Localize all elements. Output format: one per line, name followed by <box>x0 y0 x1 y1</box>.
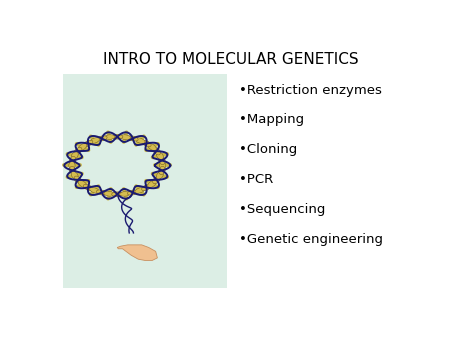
Text: •Genetic engineering: •Genetic engineering <box>239 233 383 246</box>
Ellipse shape <box>120 135 130 140</box>
Ellipse shape <box>156 171 163 179</box>
Ellipse shape <box>112 192 123 197</box>
Ellipse shape <box>135 188 145 193</box>
Text: •Restriction enzymes: •Restriction enzymes <box>239 83 382 97</box>
Ellipse shape <box>153 147 161 155</box>
Ellipse shape <box>69 166 76 175</box>
Ellipse shape <box>142 184 151 191</box>
Ellipse shape <box>127 190 138 195</box>
Ellipse shape <box>135 138 145 144</box>
Ellipse shape <box>71 171 78 179</box>
Text: •Cloning: •Cloning <box>239 143 297 156</box>
Ellipse shape <box>159 166 165 175</box>
Ellipse shape <box>153 176 161 184</box>
Ellipse shape <box>156 152 163 160</box>
Ellipse shape <box>96 136 107 141</box>
Ellipse shape <box>69 161 75 170</box>
Text: •Sequencing: •Sequencing <box>239 203 326 216</box>
Ellipse shape <box>148 143 156 150</box>
Ellipse shape <box>90 188 100 193</box>
Ellipse shape <box>104 135 115 140</box>
Ellipse shape <box>74 176 82 184</box>
Ellipse shape <box>71 152 78 160</box>
Ellipse shape <box>78 180 87 188</box>
Ellipse shape <box>90 138 100 144</box>
Ellipse shape <box>83 140 93 147</box>
Ellipse shape <box>104 191 115 196</box>
Bar <box>63 74 227 288</box>
Ellipse shape <box>74 147 82 155</box>
Ellipse shape <box>142 140 151 147</box>
Ellipse shape <box>96 190 107 195</box>
Ellipse shape <box>112 135 123 139</box>
Ellipse shape <box>159 161 166 170</box>
Ellipse shape <box>120 191 130 196</box>
Ellipse shape <box>83 184 93 191</box>
Polygon shape <box>117 245 158 261</box>
Ellipse shape <box>69 156 76 165</box>
Text: INTRO TO MOLECULAR GENETICS: INTRO TO MOLECULAR GENETICS <box>103 52 359 67</box>
Ellipse shape <box>127 136 138 141</box>
Ellipse shape <box>148 180 156 188</box>
Text: •PCR: •PCR <box>239 173 274 186</box>
Ellipse shape <box>78 143 87 150</box>
Text: •Mapping: •Mapping <box>239 114 305 126</box>
Ellipse shape <box>159 156 165 165</box>
